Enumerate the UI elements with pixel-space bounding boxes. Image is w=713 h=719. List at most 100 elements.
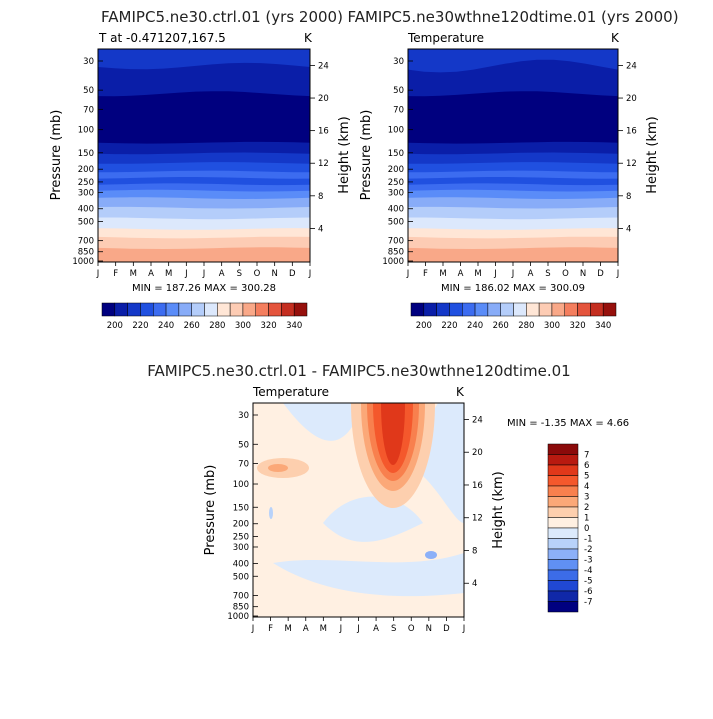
panel-test-minmax: MIN = 186.02 MAX = 300.09 [441,283,585,294]
colorbar-box [204,302,218,317]
panel-ctrl-ylabel: Pressure (mb) [49,110,64,201]
month-tick-label: F [268,624,273,634]
pressure-tick-label: 850 [78,248,94,258]
month-tick-label: D [597,269,604,279]
month-tick-label: J [462,624,466,634]
pressure-tick-label: 300 [78,188,94,198]
colorbar-box [165,302,180,317]
pressure-tick-label: 300 [233,543,249,553]
pressure-tick-label: 1000 [72,257,94,267]
colorbar-label: 200 [107,321,123,331]
colorbar-box [547,475,579,487]
colorbar-box [436,302,450,317]
month-tick-label: M [130,269,137,279]
height-tick-label: 12 [318,159,329,169]
colorbar-label: 240 [158,321,174,331]
month-tick-label: N [426,624,432,634]
month-tick-label: M [439,269,446,279]
month-tick-label: J [339,624,343,634]
colorbar-box [602,302,617,317]
negative-difference-spot [425,551,437,559]
colorbar-box [242,302,256,317]
colorbar-box [101,302,116,317]
panel-ctrl-minmax: MIN = 187.26 MAX = 300.28 [132,283,276,294]
month-tick-label: A [303,624,309,634]
panel-diff-ylabel: Pressure (mb) [203,465,218,556]
colorbar-box [293,302,308,317]
colorbar-box [547,590,579,602]
month-tick-label: J [251,624,255,634]
pressure-tick-label: 500 [233,572,249,582]
colorbar-box [255,302,269,317]
colorbar-label: 0 [584,524,589,534]
panel-test: FAMIPC5.ne30wthne120dtime.01 (yrs 2000) … [347,8,678,331]
month-tick-label: A [219,269,225,279]
colorbar-box [268,302,282,317]
negative-difference-region [403,403,464,523]
colorbar-label: 2 [584,503,589,513]
colorbar-label: 300 [544,321,560,331]
month-tick-label: S [391,624,396,634]
colorbar-label: 240 [467,321,483,331]
colorbar-label: 320 [569,321,585,331]
pressure-tick-label: 850 [233,603,249,613]
month-tick-label: D [443,624,450,634]
colorbar-label: 7 [584,451,589,461]
pressure-tick-label: 700 [388,237,404,247]
month-tick-label: A [148,269,154,279]
month-tick-label: D [289,269,296,279]
pressure-tick-label: 700 [233,592,249,602]
pressure-tick-label: 250 [233,533,249,543]
colorbar-label: 4 [584,482,589,492]
panel-test-ylabel-right: Height (km) [645,116,660,193]
panel-test-colorbar: 200 220 240 260 280 300 320 340 [410,302,617,331]
colorbar-box [410,302,425,317]
colorbar-box [547,569,579,581]
colorbar-box [153,302,167,317]
pressure-tick-label: 300 [388,188,404,198]
panel-diff-title: FAMIPC5.ne30.ctrl.01 - FAMIPC5.ne30wthne… [147,362,570,380]
colorbar-box [191,302,205,317]
colorbar-box [547,464,579,476]
colorbar-label: 1 [584,514,589,524]
colorbar-box [547,443,579,455]
colorbar-box [423,302,437,317]
colorbar-label: 200 [416,321,432,331]
panel-test-title: FAMIPC5.ne30wthne120dtime.01 (yrs 2000) [347,8,678,26]
month-tick-label: M [165,269,172,279]
month-tick-label: J [493,269,497,279]
month-tick-label: J [184,269,188,279]
pressure-tick-label: 400 [388,205,404,215]
month-tick-label: A [373,624,379,634]
colorbar-box [474,302,489,317]
colorbar-label: -6 [584,587,592,597]
panel-test-subtitle-right: K [611,31,620,45]
height-tick-label: 8 [472,546,477,556]
pressure-tick-label: 50 [393,86,404,96]
pressure-tick-label: 30 [83,57,94,67]
month-tick-label: A [458,269,464,279]
month-tick-label: O [562,269,569,279]
colorbar-label: 260 [184,321,200,331]
colorbar-box [547,485,579,497]
colorbar-label: 3 [584,493,589,503]
height-tick-label: 12 [472,514,483,524]
height-tick-label: 16 [626,127,637,137]
month-tick-label: N [580,269,586,279]
colorbar-box [590,302,604,317]
colorbar-box [547,506,579,518]
panel-ctrl-subtitle-left: T at -0.471207,167.5 [98,31,226,45]
temperature-contour-band [408,247,618,262]
colorbar-box [462,302,476,317]
month-tick-label: N [271,269,277,279]
negative-difference-region [273,553,464,597]
pressure-tick-label: 70 [238,460,249,470]
height-tick-label: 24 [472,415,483,425]
panel-diff-contour-field [253,403,464,617]
colorbar-box [547,454,579,466]
pressure-tick-label: 1000 [227,612,249,622]
colorbar-label: -7 [584,598,592,608]
